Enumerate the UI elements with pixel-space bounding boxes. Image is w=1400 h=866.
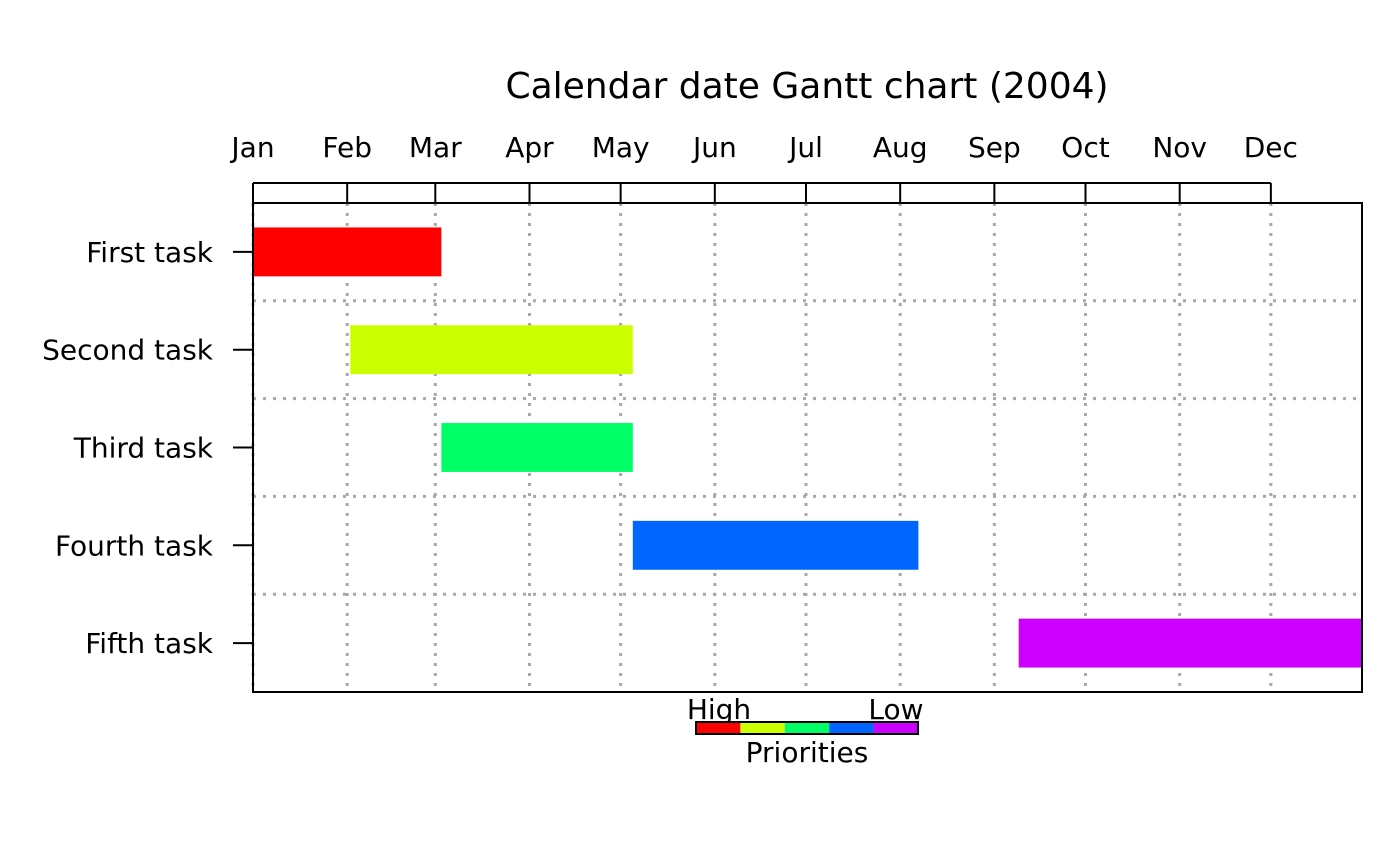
x-tick-label: Nov: [1152, 131, 1207, 164]
task-bar: [632, 520, 919, 570]
task-label: Fifth task: [85, 627, 214, 660]
grid-lines: [251, 203, 1362, 692]
priority-swatch: [696, 722, 741, 734]
legend-high-label: High: [687, 693, 751, 726]
x-tick-label: Jun: [691, 131, 737, 164]
priority-swatch: [740, 722, 785, 734]
priority-swatch: [829, 722, 874, 734]
task-bar: [253, 227, 442, 277]
legend-low-label: Low: [868, 693, 923, 726]
axes: Jan Feb Mar Apr May Jun Jul Aug Sep Oct Nov Dec Firs…: [42, 131, 1363, 693]
task-label: Third task: [73, 432, 214, 465]
x-tick-label: Mar: [409, 131, 462, 164]
x-tick-label: Apr: [505, 131, 554, 164]
x-tick-label: Feb: [322, 131, 372, 164]
chart-title: Calendar date Gantt chart (2004): [505, 66, 1108, 107]
task-bar: [441, 423, 633, 472]
x-tick-label: Sep: [968, 131, 1021, 164]
x-tick-label: Oct: [1061, 131, 1109, 164]
task-label: Fourth task: [55, 529, 214, 562]
priority-swatch: [784, 722, 830, 734]
task-bar: [350, 325, 633, 375]
x-tick-label: Jul: [787, 131, 823, 164]
priority-legend: High Low Priorities: [687, 693, 924, 769]
task-bars: [253, 227, 1362, 668]
legend-caption: Priorities: [746, 736, 869, 769]
task-bar: [1018, 618, 1362, 668]
task-label: First task: [86, 236, 214, 269]
x-tick-label: Jan: [229, 131, 274, 164]
x-tick-label: Aug: [873, 131, 928, 164]
x-tick-label: Dec: [1244, 131, 1298, 164]
priority-swatch: [873, 722, 918, 734]
task-label: Second task: [42, 334, 214, 367]
x-tick-label: May: [592, 131, 650, 164]
priority-key-border: [695, 721, 919, 735]
